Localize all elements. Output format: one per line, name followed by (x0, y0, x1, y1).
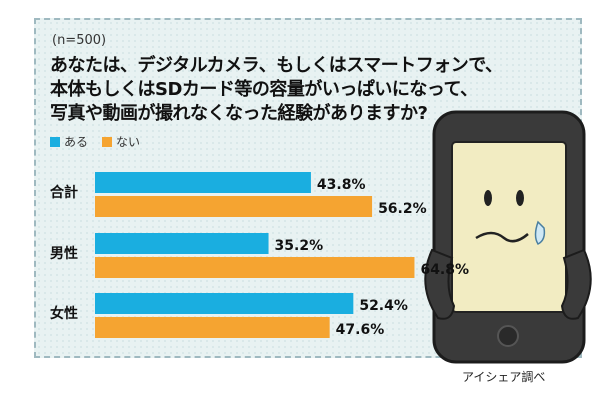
legend-swatch-no (102, 136, 113, 147)
category-label-1: 合計 (50, 184, 78, 201)
category-label-2: 男性 (50, 245, 78, 262)
legend: ある ない (50, 133, 140, 150)
sample-size-note: (n=500) (52, 33, 107, 48)
legend-item-yes: ある (50, 133, 88, 150)
legend-label-yes: ある (64, 135, 89, 149)
legend-label-no: ない (116, 135, 141, 149)
bar-yes-2 (95, 233, 269, 254)
legend-item-no: ない (102, 133, 140, 150)
survey-question: あなたは、デジタルカメラ、もしくはスマートフォンで、 本体もしくはSDカード等の… (50, 54, 570, 126)
value-label-yes-2: 35.2% (275, 238, 324, 254)
bar-no-3 (95, 317, 330, 338)
value-label-no-1: 56.2% (378, 201, 427, 217)
value-label-no-2: 64.8% (420, 262, 469, 278)
bar-yes-3 (95, 293, 354, 314)
phone-mascot-illustration (424, 110, 592, 364)
question-line-2: 本体もしくはSDカード等の容量がいっぱいになって、 (50, 79, 478, 100)
source-credit: アイシェア調べ (462, 370, 546, 384)
value-label-no-3: 47.6% (336, 322, 385, 338)
bar-no-1 (95, 196, 373, 217)
bar-no-2 (95, 257, 415, 278)
category-label-3: 女性 (50, 305, 78, 322)
legend-swatch-yes (50, 136, 60, 147)
bar-yes-1 (95, 172, 311, 193)
question-line-1: あなたは、デジタルカメラ、もしくはスマートフォンで、 (50, 55, 503, 76)
value-label-yes-1: 43.8% (317, 177, 366, 193)
question-line-3: 写真や動画が撮れなくなった経験がありますか? (50, 103, 428, 124)
value-label-yes-3: 52.4% (359, 298, 408, 314)
